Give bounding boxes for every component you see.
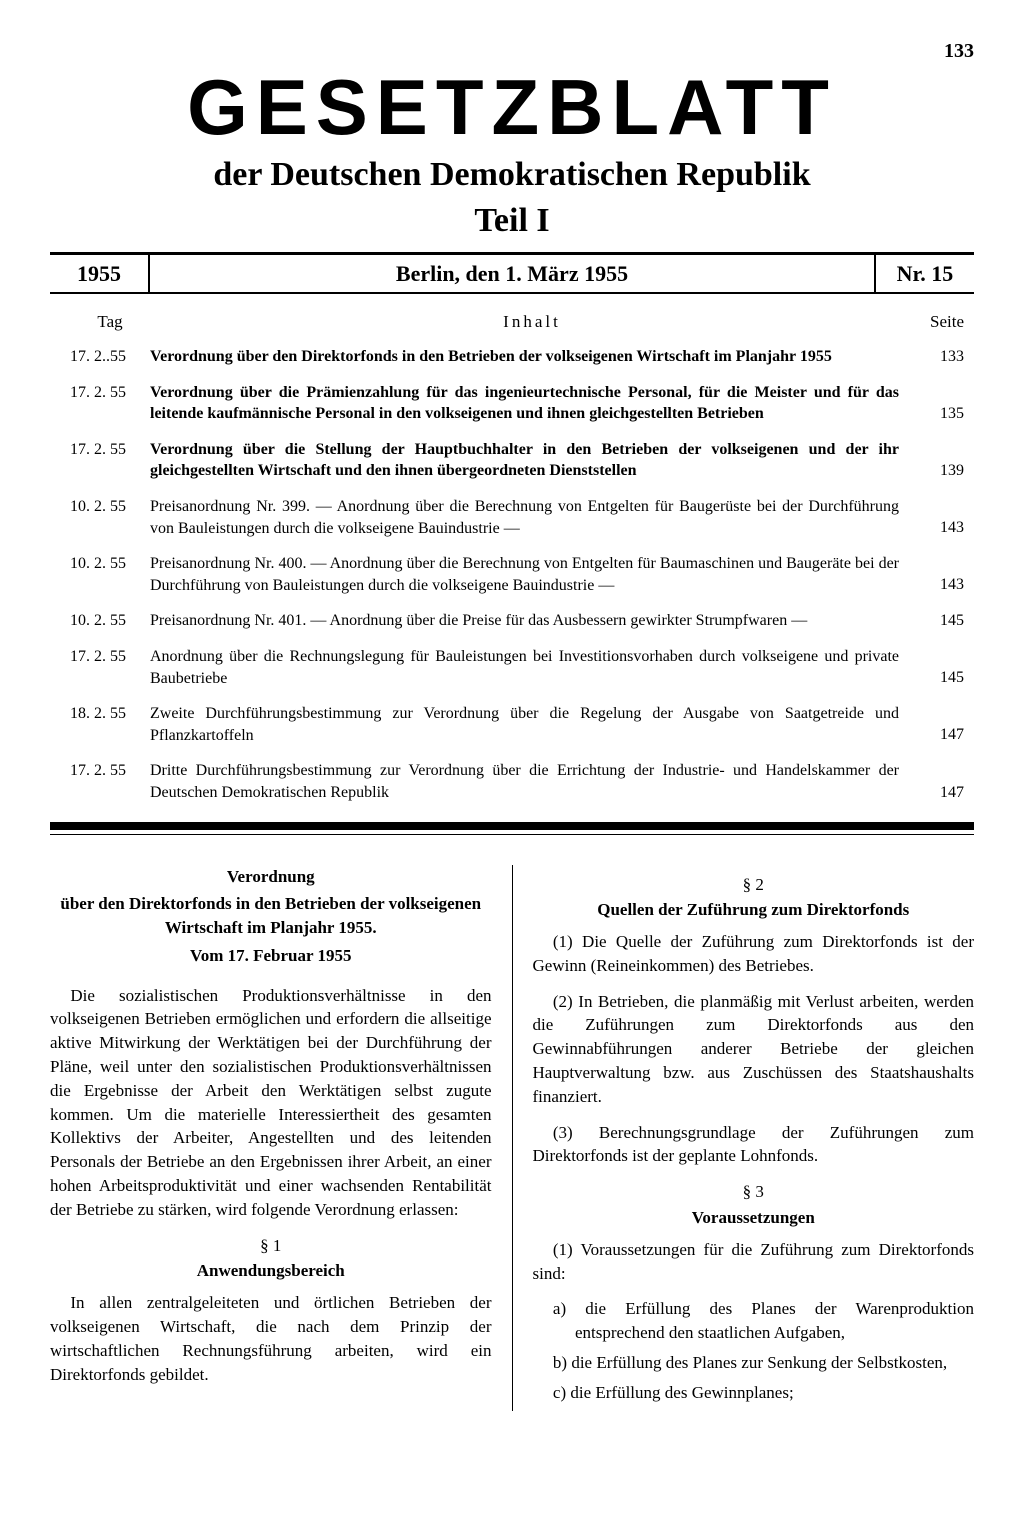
divider-thick (50, 822, 974, 830)
toc-entry-page: 145 (914, 612, 964, 632)
toc-entry-text: Verordnung über die Stellung der Hauptbu… (150, 439, 914, 482)
body-content: Verordnung über den Direktorfonds in den… (50, 865, 974, 1411)
toc-entry-text: Verordnung über die Prämienzahlung für d… (150, 382, 914, 425)
article-date: Vom 17. Februar 1955 (50, 944, 492, 968)
left-column: Verordnung über den Direktorfonds in den… (50, 865, 492, 1411)
section-3-item-a: a) die Erfüllung des Planes der Warenpro… (533, 1297, 975, 1345)
toc-entry-date: 18. 2. 55 (60, 703, 150, 723)
section-3-num: § 3 (533, 1180, 975, 1204)
toc-header: Tag Inhalt Seite (60, 312, 964, 332)
table-of-contents: Tag Inhalt Seite 17. 2..55Verordnung übe… (50, 312, 974, 804)
section-2-num: § 2 (533, 873, 975, 897)
article-title-line2: über den Direktorfonds in den Betrieben … (50, 892, 492, 940)
section-1-title: Anwendungsbereich (50, 1259, 492, 1283)
toc-entry: 17. 2. 55Verordnung über die Stellung de… (60, 439, 964, 482)
toc-col-inhalt: Inhalt (160, 312, 904, 332)
toc-entry-date: 17. 2. 55 (60, 439, 150, 459)
toc-entry-page: 139 (914, 462, 964, 482)
toc-entry: 18. 2. 55Zweite Durchführungsbestimmung … (60, 703, 964, 746)
section-1-text: In allen zentralgeleiteten und örtlichen… (50, 1291, 492, 1386)
header-issue: Nr. 15 (874, 255, 974, 292)
toc-entry-page: 145 (914, 669, 964, 689)
section-3-item-b: b) die Erfüllung des Planes zur Senkung … (533, 1351, 975, 1375)
toc-entry-text: Zweite Durchführungsbestimmung zur Veror… (150, 703, 914, 746)
toc-entry: 10. 2. 55Preisanordnung Nr. 399. — Anord… (60, 496, 964, 539)
header-year: 1955 (50, 255, 150, 292)
toc-entry: 10. 2. 55Preisanordnung Nr. 401. — Anord… (60, 610, 964, 632)
toc-entry-text: Preisanordnung Nr. 401. — Anordnung über… (150, 610, 914, 632)
toc-entry-date: 17. 2. 55 (60, 382, 150, 402)
toc-entry-date: 10. 2. 55 (60, 496, 150, 516)
toc-entry-date: 17. 2. 55 (60, 760, 150, 780)
toc-entry-text: Verordnung über den Direktorfonds in den… (150, 346, 914, 368)
toc-entry: 17. 2. 55Verordnung über die Prämienzahl… (60, 382, 964, 425)
toc-entry-date: 17. 2. 55 (60, 646, 150, 666)
toc-entry-page: 147 (914, 784, 964, 804)
masthead-subtitle: der Deutschen Demokratischen Republik (50, 156, 974, 194)
toc-entry-page: 143 (914, 576, 964, 596)
section-1-num: § 1 (50, 1234, 492, 1258)
section-3-title: Voraussetzungen (533, 1206, 975, 1230)
toc-entry-date: 10. 2. 55 (60, 610, 150, 630)
section-2-p3: (3) Berechnungsgrundlage der Zuführungen… (533, 1121, 975, 1169)
section-3-intro: (1) Voraussetzungen für die Zuführung zu… (533, 1238, 975, 1286)
toc-col-seite: Seite (904, 312, 964, 332)
divider-thin (50, 834, 974, 835)
toc-entry: 17. 2. 55Anordnung über die Rechnungsleg… (60, 646, 964, 689)
page-number: 133 (50, 40, 974, 63)
toc-entry: 10. 2. 55Preisanordnung Nr. 400. — Anord… (60, 553, 964, 596)
toc-entry-date: 10. 2. 55 (60, 553, 150, 573)
column-divider (512, 865, 513, 1411)
toc-entry-page: 147 (914, 726, 964, 746)
toc-entry-text: Dritte Durchführungsbestimmung zur Veror… (150, 760, 914, 803)
toc-entry-date: 17. 2..55 (60, 346, 150, 366)
masthead-part: Teil I (50, 202, 974, 240)
toc-col-tag: Tag (60, 312, 160, 332)
section-3-item-c: c) die Erfüllung des Gewinnplanes; (533, 1381, 975, 1405)
toc-entry: 17. 2..55Verordnung über den Direktorfon… (60, 346, 964, 368)
toc-entry-text: Preisanordnung Nr. 400. — Anordnung über… (150, 553, 914, 596)
section-2-title: Quellen der Zuführung zum Direktorfonds (533, 898, 975, 922)
toc-entry-text: Anordnung über die Rechnungslegung für B… (150, 646, 914, 689)
toc-entry-page: 133 (914, 348, 964, 368)
toc-entry-page: 135 (914, 405, 964, 425)
header-bar: 1955 Berlin, den 1. März 1955 Nr. 15 (50, 252, 974, 294)
section-2-p1: (1) Die Quelle der Zuführung zum Direkto… (533, 930, 975, 978)
right-column: § 2 Quellen der Zuführung zum Direktorfo… (533, 865, 975, 1411)
toc-entry: 17. 2. 55Dritte Durchführungsbestimmung … (60, 760, 964, 803)
article-title-line1: Verordnung (50, 865, 492, 889)
intro-paragraph: Die sozialistischen Produktionsverhältni… (50, 984, 492, 1222)
section-2-p2: (2) In Betrieben, die planmäßig mit Verl… (533, 990, 975, 1109)
masthead-title: GESETZBLATT (50, 68, 974, 146)
toc-entry-text: Preisanordnung Nr. 399. — Anordnung über… (150, 496, 914, 539)
header-date: Berlin, den 1. März 1955 (150, 261, 874, 287)
toc-entry-page: 143 (914, 519, 964, 539)
